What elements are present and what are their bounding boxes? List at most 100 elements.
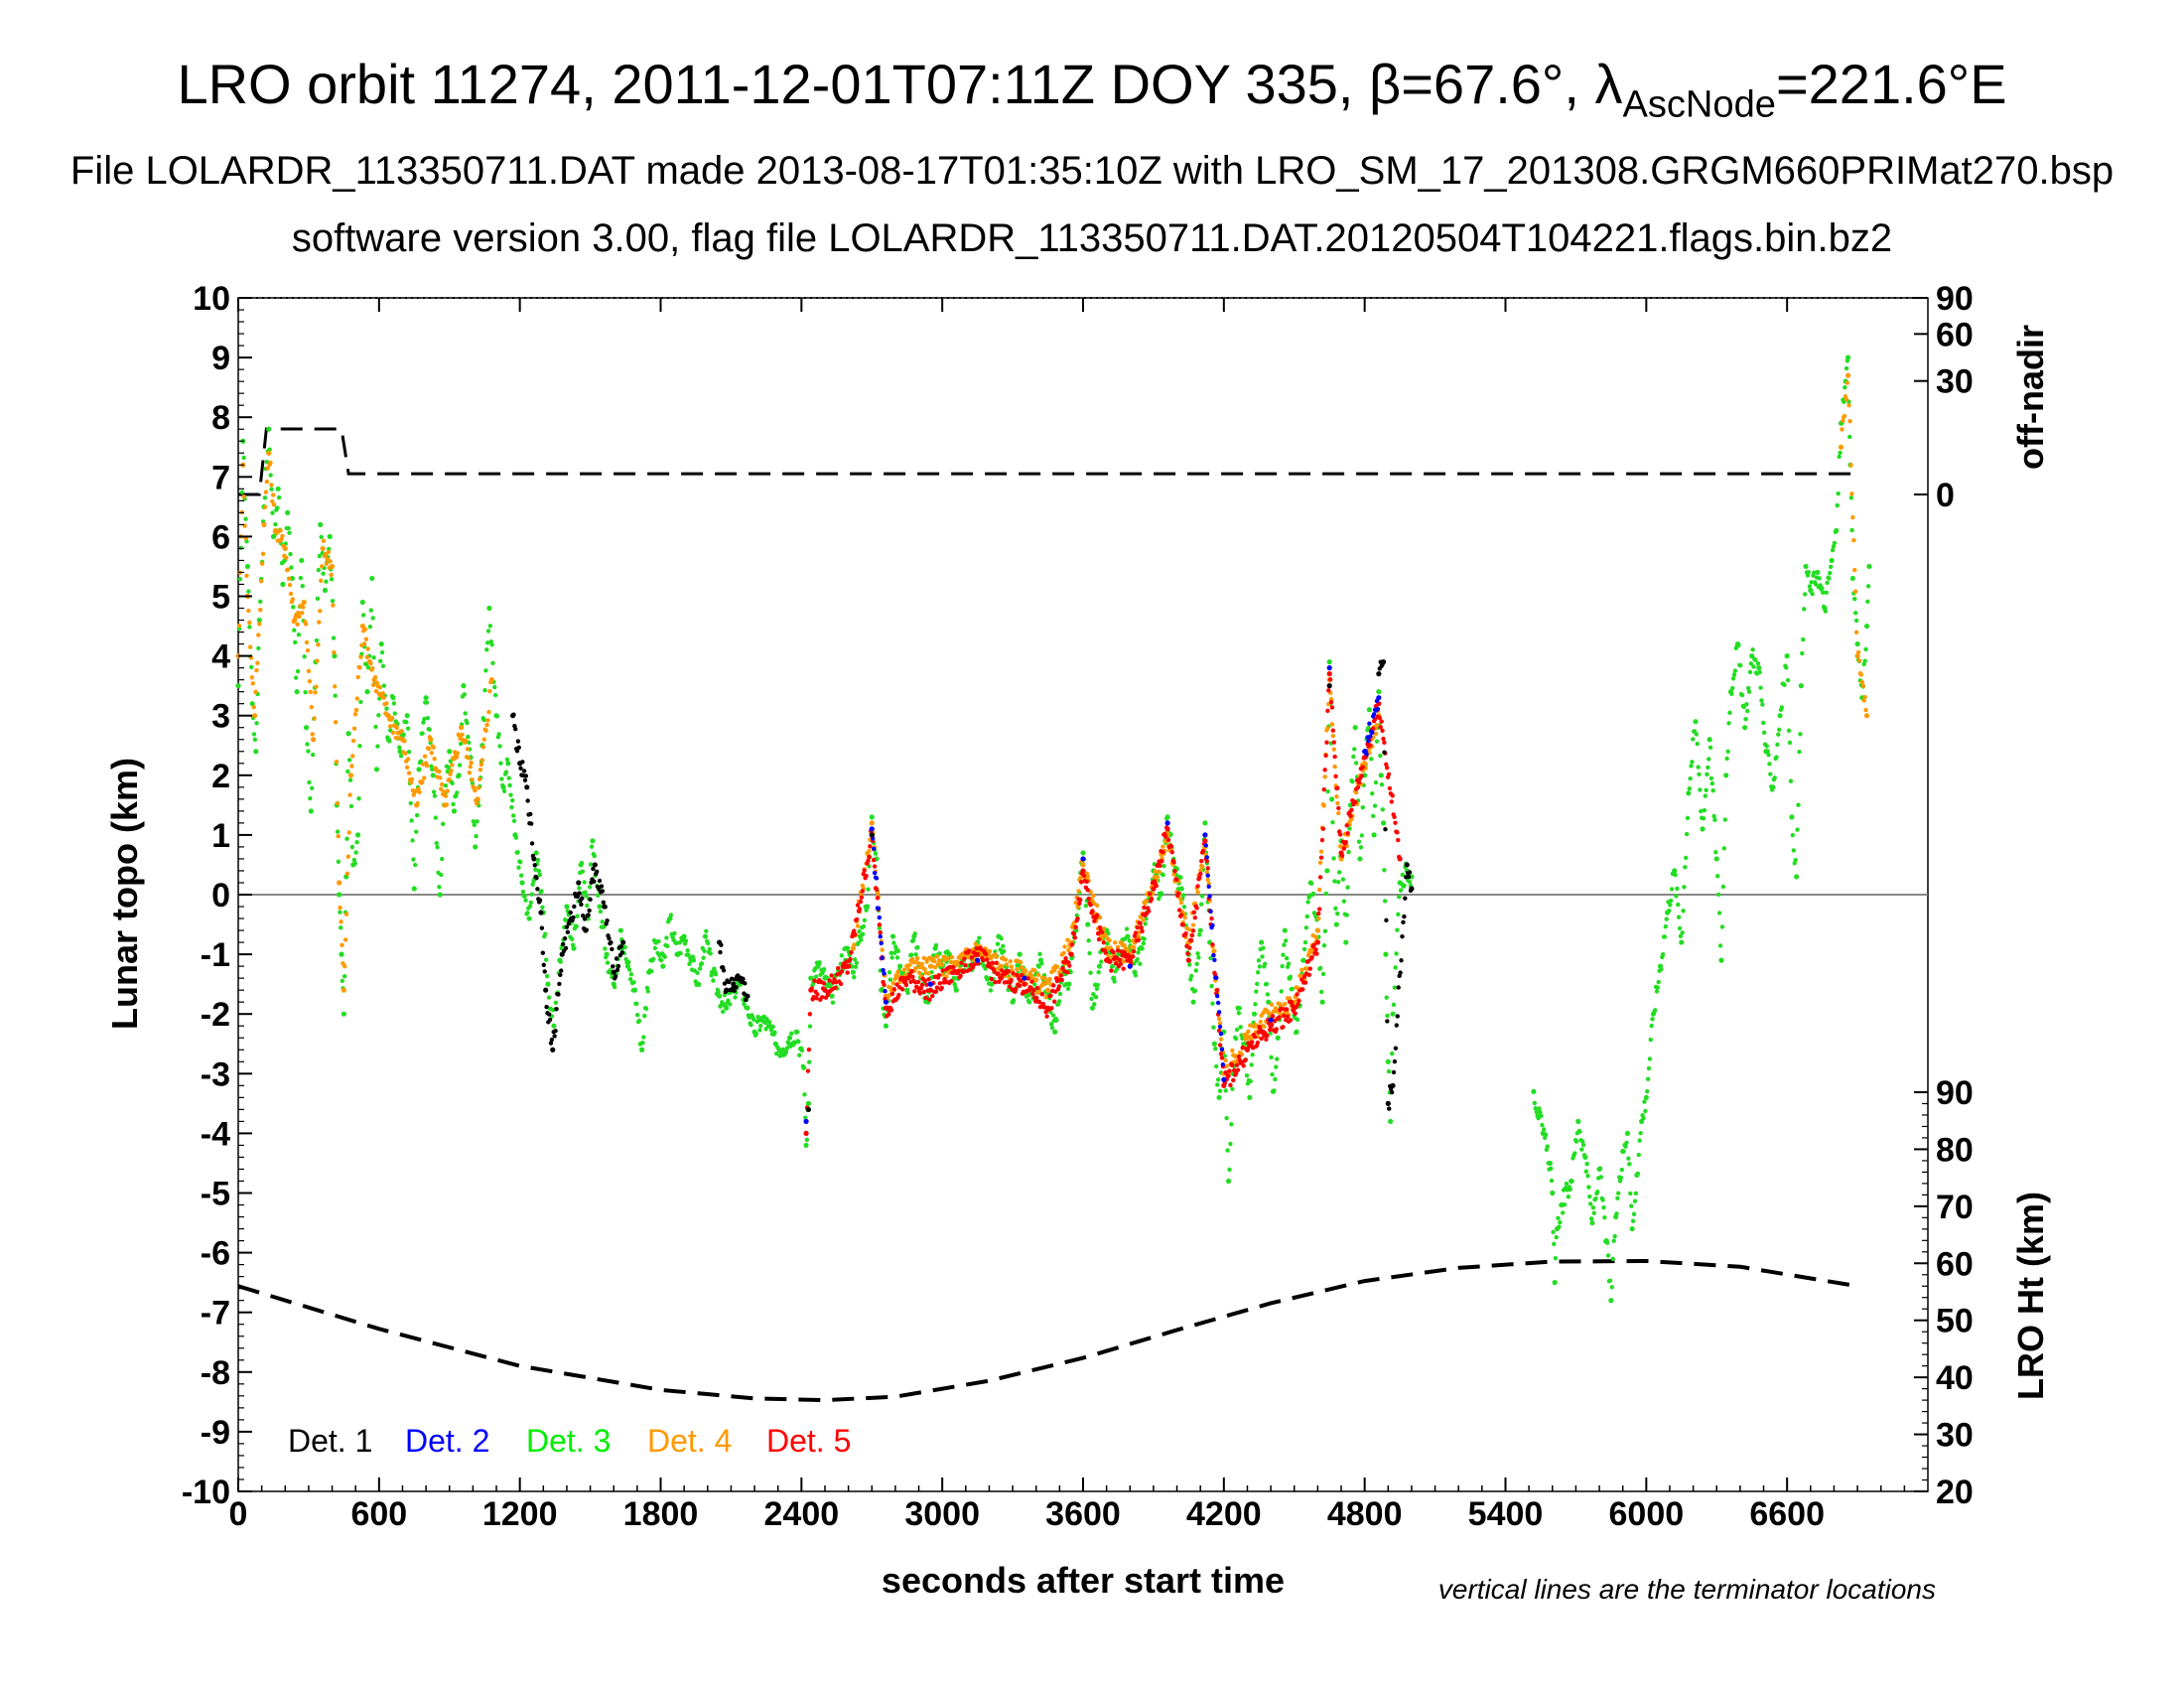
data-point xyxy=(253,749,259,755)
data-point xyxy=(582,916,588,921)
data-point xyxy=(1062,944,1067,949)
data-point xyxy=(390,695,396,701)
data-point xyxy=(1115,948,1121,953)
data-point xyxy=(418,759,423,764)
data-point xyxy=(1330,728,1336,733)
data-point xyxy=(1627,1162,1632,1167)
data-point xyxy=(1094,986,1100,991)
data-point xyxy=(1404,862,1410,868)
data-point xyxy=(518,860,523,865)
data-point xyxy=(335,829,341,834)
data-point xyxy=(1125,946,1130,952)
data-point xyxy=(337,880,342,886)
data-point xyxy=(1788,778,1794,783)
data-point xyxy=(1106,930,1111,936)
data-point xyxy=(437,885,442,890)
data-point xyxy=(343,912,349,916)
data-point xyxy=(1385,1019,1390,1024)
data-point xyxy=(318,609,323,614)
data-point xyxy=(1372,803,1378,808)
data-point xyxy=(451,801,456,807)
data-point xyxy=(1628,1191,1633,1196)
data-point xyxy=(1108,959,1113,964)
data-point xyxy=(977,935,982,940)
data-point xyxy=(1260,954,1265,959)
data-point xyxy=(1244,1047,1251,1053)
data-point xyxy=(564,904,570,910)
data-point xyxy=(1668,903,1673,908)
data-point xyxy=(1400,933,1405,939)
data-point xyxy=(1317,887,1322,893)
y-axis-label: Lunar topo (km) xyxy=(104,758,145,1030)
data-point xyxy=(454,755,460,760)
data-point xyxy=(873,851,879,856)
data-point xyxy=(631,987,638,993)
data-point xyxy=(699,961,705,966)
data-point xyxy=(1397,894,1402,900)
data-point xyxy=(532,863,537,868)
y-tick-label: -8 xyxy=(201,1354,230,1392)
data-point xyxy=(1206,884,1211,889)
data-point xyxy=(912,931,917,936)
data-point xyxy=(1614,1211,1619,1216)
data-point xyxy=(1382,750,1387,755)
data-point xyxy=(914,955,920,961)
data-point xyxy=(1224,1063,1229,1068)
data-point xyxy=(1316,911,1321,916)
data-point xyxy=(1255,970,1261,975)
data-point xyxy=(1263,961,1268,966)
terminator-footnote: vertical lines are the terminator locati… xyxy=(1438,1574,1936,1605)
data-point xyxy=(1073,924,1078,929)
legend-entry: Det. 5 xyxy=(766,1423,851,1459)
data-point xyxy=(1180,922,1186,927)
data-point xyxy=(1088,903,1093,908)
data-point xyxy=(1583,1169,1588,1174)
data-point xyxy=(934,985,940,990)
data-point xyxy=(1205,866,1210,871)
data-point xyxy=(789,1031,794,1037)
data-point xyxy=(1784,653,1790,659)
x-tick-label: 6000 xyxy=(1609,1495,1685,1533)
data-point xyxy=(896,992,901,998)
data-point xyxy=(316,642,321,647)
data-point xyxy=(1178,875,1183,880)
data-point xyxy=(879,940,884,946)
data-point xyxy=(254,667,259,673)
data-point xyxy=(1218,1031,1224,1037)
data-point xyxy=(1340,877,1346,882)
data-point xyxy=(1219,1055,1225,1060)
data-point xyxy=(882,982,887,988)
data-point xyxy=(543,957,549,962)
data-point xyxy=(766,1020,772,1025)
data-point xyxy=(1379,781,1385,787)
data-point xyxy=(1080,862,1086,868)
data-point xyxy=(362,627,368,632)
data-point xyxy=(270,492,276,497)
data-point xyxy=(347,777,353,782)
data-point xyxy=(1210,1001,1215,1006)
x-tick-label: 4800 xyxy=(1327,1495,1403,1533)
data-point xyxy=(349,764,354,769)
data-point xyxy=(420,779,425,784)
data-point xyxy=(286,525,291,531)
data-point xyxy=(285,567,291,572)
data-point xyxy=(1157,869,1161,875)
data-point xyxy=(1398,888,1404,893)
data-point xyxy=(1779,705,1785,710)
data-point xyxy=(702,948,707,954)
data-point xyxy=(1721,846,1727,851)
data-point xyxy=(423,695,429,701)
data-point xyxy=(314,637,320,643)
data-point xyxy=(1863,623,1870,630)
data-point xyxy=(334,759,340,765)
data-point xyxy=(547,1017,553,1023)
data-point xyxy=(1730,676,1736,681)
data-point xyxy=(297,614,302,620)
data-point xyxy=(1648,1037,1653,1043)
data-point xyxy=(1202,838,1208,844)
data-point xyxy=(477,776,482,781)
data-point xyxy=(852,928,857,933)
data-point xyxy=(959,960,964,965)
data-point xyxy=(520,889,526,895)
data-point xyxy=(1033,995,1039,1001)
